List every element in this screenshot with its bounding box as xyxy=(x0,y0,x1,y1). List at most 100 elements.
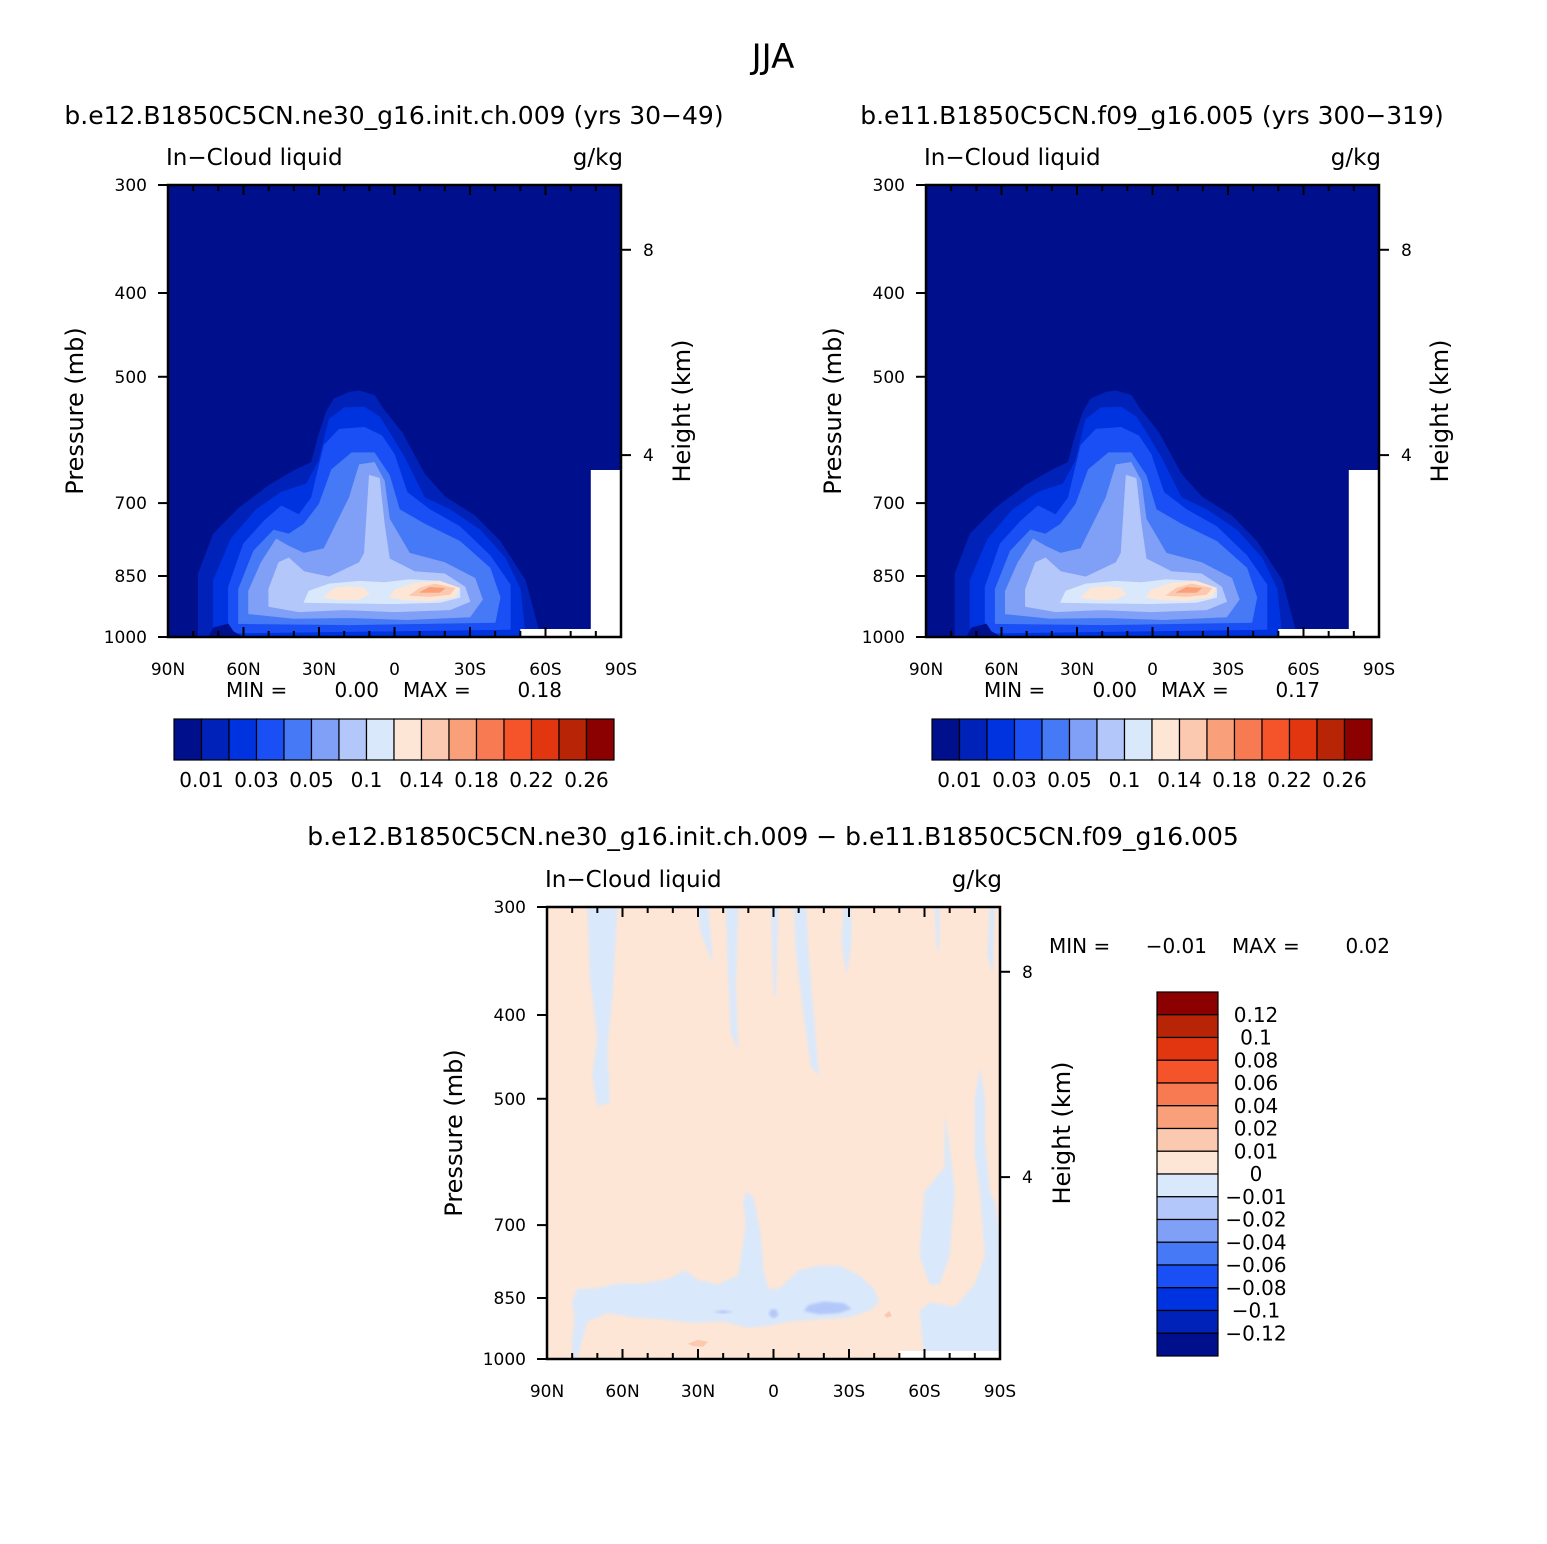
x-tick-label: 90S xyxy=(1363,660,1395,680)
colorbar-swatch xyxy=(1156,1036,1219,1061)
colorbar-swatch xyxy=(1013,718,1043,761)
x-tick-label: 60N xyxy=(984,660,1018,680)
colorbar-swatch xyxy=(1156,1014,1219,1039)
panel-b-ylabel-right: Height (km) xyxy=(1426,340,1454,483)
panel-c-title: b.e12.B1850C5CN.ne30_g16.init.ch.009 − b… xyxy=(307,822,1239,851)
diff-negative-region-1 xyxy=(687,1339,709,1347)
y-tick-label: 1000 xyxy=(104,628,147,648)
colorbar-label: 0.1 xyxy=(351,768,383,792)
colorbar-swatch xyxy=(338,718,368,761)
colorbar-label: 0 xyxy=(1250,1162,1263,1186)
x-tick-label: 90N xyxy=(151,660,185,680)
x-tick-label: 90S xyxy=(984,1382,1016,1402)
diff-positive-region-5 xyxy=(793,907,819,1076)
y-tick-label: 1000 xyxy=(483,1350,526,1370)
panel-b-variable-label: In−Cloud liquid xyxy=(924,145,1101,171)
panel-c-variable-label: In−Cloud liquid xyxy=(545,867,722,893)
height-tick-label: 8 xyxy=(1401,241,1412,261)
contour-spot-1 xyxy=(966,623,1002,637)
panel-c-max-label: MAX = xyxy=(1232,934,1300,958)
x-tick-label: 60S xyxy=(1287,660,1319,680)
contour-band-11 xyxy=(419,586,446,593)
colorbar-swatch xyxy=(1123,718,1153,761)
panel-b-max-label: MAX = xyxy=(1161,678,1229,702)
x-tick-label: 30N xyxy=(302,660,336,680)
contour-band-11 xyxy=(1176,586,1203,593)
diff-positive-region-10 xyxy=(919,1067,1000,1359)
x-tick-label: 90N xyxy=(909,660,943,680)
colorbar-swatch xyxy=(1288,718,1318,761)
panel-c-units-label: g/kg xyxy=(952,867,1002,893)
panel-b-min-label: MIN = xyxy=(984,678,1045,702)
colorbar-label: 0.01 xyxy=(179,768,224,792)
diff-positive-region-2 xyxy=(698,907,714,965)
figure-title: JJA xyxy=(750,37,795,77)
diff-negative-region-2 xyxy=(884,1311,892,1318)
missing-data-step-5 xyxy=(1360,605,1379,637)
colorbar-swatch xyxy=(1156,1287,1219,1312)
colorbar-swatch xyxy=(1156,1241,1219,1266)
x-tick-label: 60S xyxy=(529,660,561,680)
colorbar-label: 0.14 xyxy=(399,768,444,792)
colorbar-swatch xyxy=(1156,1082,1219,1107)
x-tick-label: 0 xyxy=(389,660,400,680)
panel-a-colorbar: 0.01 0.03 0.05 0.1 0.14 0.18 0.22 0.26 xyxy=(173,718,615,792)
contour-spot-1 xyxy=(208,623,244,637)
colorbar-label: 0.03 xyxy=(234,768,279,792)
contour-band-8 xyxy=(323,586,370,601)
colorbar-label: 0.1 xyxy=(1109,768,1141,792)
x-tick-label: 60S xyxy=(908,1382,940,1402)
colorbar-swatch xyxy=(310,718,340,761)
colorbar-label: −0.02 xyxy=(1225,1208,1286,1232)
y-tick-label: 700 xyxy=(115,494,147,514)
colorbar-label: 0.18 xyxy=(1212,768,1257,792)
x-tick-label: 30N xyxy=(1060,660,1094,680)
height-tick-label: 4 xyxy=(1401,446,1412,466)
panel-a-ylabel-right: Height (km) xyxy=(668,340,696,483)
panel-b-ylabel: Pressure (mb) xyxy=(819,327,847,494)
colorbar-swatch xyxy=(228,718,258,761)
colorbar-swatch xyxy=(530,718,560,761)
panel-a-variable-label: In−Cloud liquid xyxy=(166,145,343,171)
colorbar-label: −0.08 xyxy=(1225,1276,1286,1300)
x-tick-label: 0 xyxy=(1147,660,1158,680)
colorbar-swatch xyxy=(1156,1196,1219,1221)
panel-b-colorbar: 0.01 0.03 0.05 0.1 0.14 0.18 0.22 0.26 xyxy=(931,718,1373,792)
contour-band-8 xyxy=(1080,586,1127,601)
diff-positive-region-7 xyxy=(934,907,940,954)
x-tick-label: 90N xyxy=(530,1382,564,1402)
panel-a-ylabel: Pressure (mb) xyxy=(61,327,89,494)
colorbar-swatch xyxy=(448,718,478,761)
missing-data-step-4 xyxy=(1357,575,1379,637)
y-tick-label: 850 xyxy=(115,567,147,587)
colorbar-label: 0.05 xyxy=(1047,768,1092,792)
y-tick-label: 500 xyxy=(115,368,147,388)
panel-a-min-label: MIN = xyxy=(226,678,287,702)
x-tick-label: 30S xyxy=(1212,660,1244,680)
panel-b-contour-field xyxy=(926,185,1379,637)
panel-c-ylabel-right: Height (km) xyxy=(1048,1062,1076,1205)
panel-c-min-label: MIN = xyxy=(1049,934,1110,958)
x-tick-label: 60N xyxy=(605,1382,639,1402)
colorbar-label: 0.26 xyxy=(564,768,609,792)
diff-positive-region-9 xyxy=(919,1113,955,1285)
y-tick-label: 400 xyxy=(873,284,905,304)
panel-a-contour-field xyxy=(168,185,621,637)
colorbar-swatch xyxy=(1206,718,1236,761)
colorbar-swatch xyxy=(1156,1309,1219,1334)
colorbar-label: −0.06 xyxy=(1225,1253,1286,1277)
height-tick-label: 8 xyxy=(1022,963,1033,983)
colorbar-swatch xyxy=(200,718,230,761)
panel-c-ylabel: Pressure (mb) xyxy=(440,1049,468,1216)
y-tick-label: 850 xyxy=(873,567,905,587)
colorbar-swatch xyxy=(1316,718,1346,761)
panel-a-max-label: MAX = xyxy=(403,678,471,702)
colorbar-label: 0.22 xyxy=(509,768,554,792)
x-tick-label: 90S xyxy=(605,660,637,680)
x-tick-label: 30S xyxy=(454,660,486,680)
height-tick-label: 4 xyxy=(1022,1168,1033,1188)
diff-strong-positive-region-1 xyxy=(803,1301,852,1315)
contour-band-6 xyxy=(268,474,471,613)
x-tick-label: 0 xyxy=(768,1382,779,1402)
panel-a-min-value: 0.00 xyxy=(334,678,379,702)
